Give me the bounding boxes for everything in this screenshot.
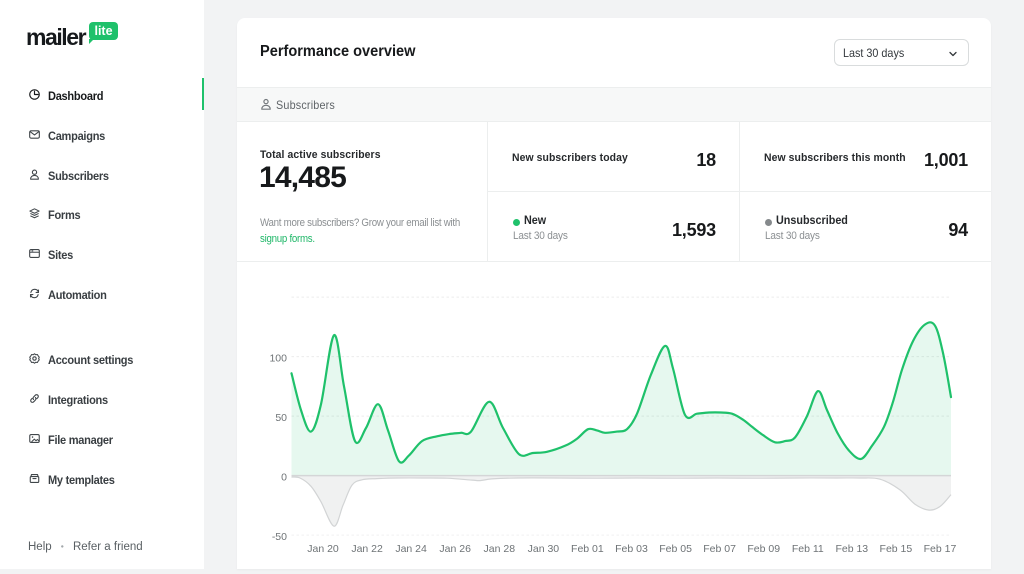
svg-text:Feb 07: Feb 07 <box>703 543 736 555</box>
svg-text:Jan 30: Jan 30 <box>528 543 560 555</box>
svg-text:Jan 22: Jan 22 <box>351 543 383 555</box>
svg-text:100: 100 <box>269 352 287 364</box>
svg-text:Feb 01: Feb 01 <box>571 543 604 555</box>
svg-text:Feb 05: Feb 05 <box>659 543 692 555</box>
svg-text:Feb 13: Feb 13 <box>835 543 868 555</box>
svg-text:Jan 26: Jan 26 <box>439 543 471 555</box>
svg-text:Feb 11: Feb 11 <box>792 543 824 555</box>
svg-text:50: 50 <box>275 412 287 424</box>
svg-text:Jan 28: Jan 28 <box>484 543 516 555</box>
svg-text:Feb 17: Feb 17 <box>924 543 957 555</box>
svg-text:-50: -50 <box>272 531 287 543</box>
svg-text:Feb 15: Feb 15 <box>880 543 913 555</box>
svg-text:Feb 09: Feb 09 <box>747 543 780 555</box>
svg-text:Jan 24: Jan 24 <box>395 543 427 555</box>
svg-text:Jan 20: Jan 20 <box>307 543 339 555</box>
svg-text:0: 0 <box>281 471 287 483</box>
svg-text:Feb 03: Feb 03 <box>615 543 648 555</box>
